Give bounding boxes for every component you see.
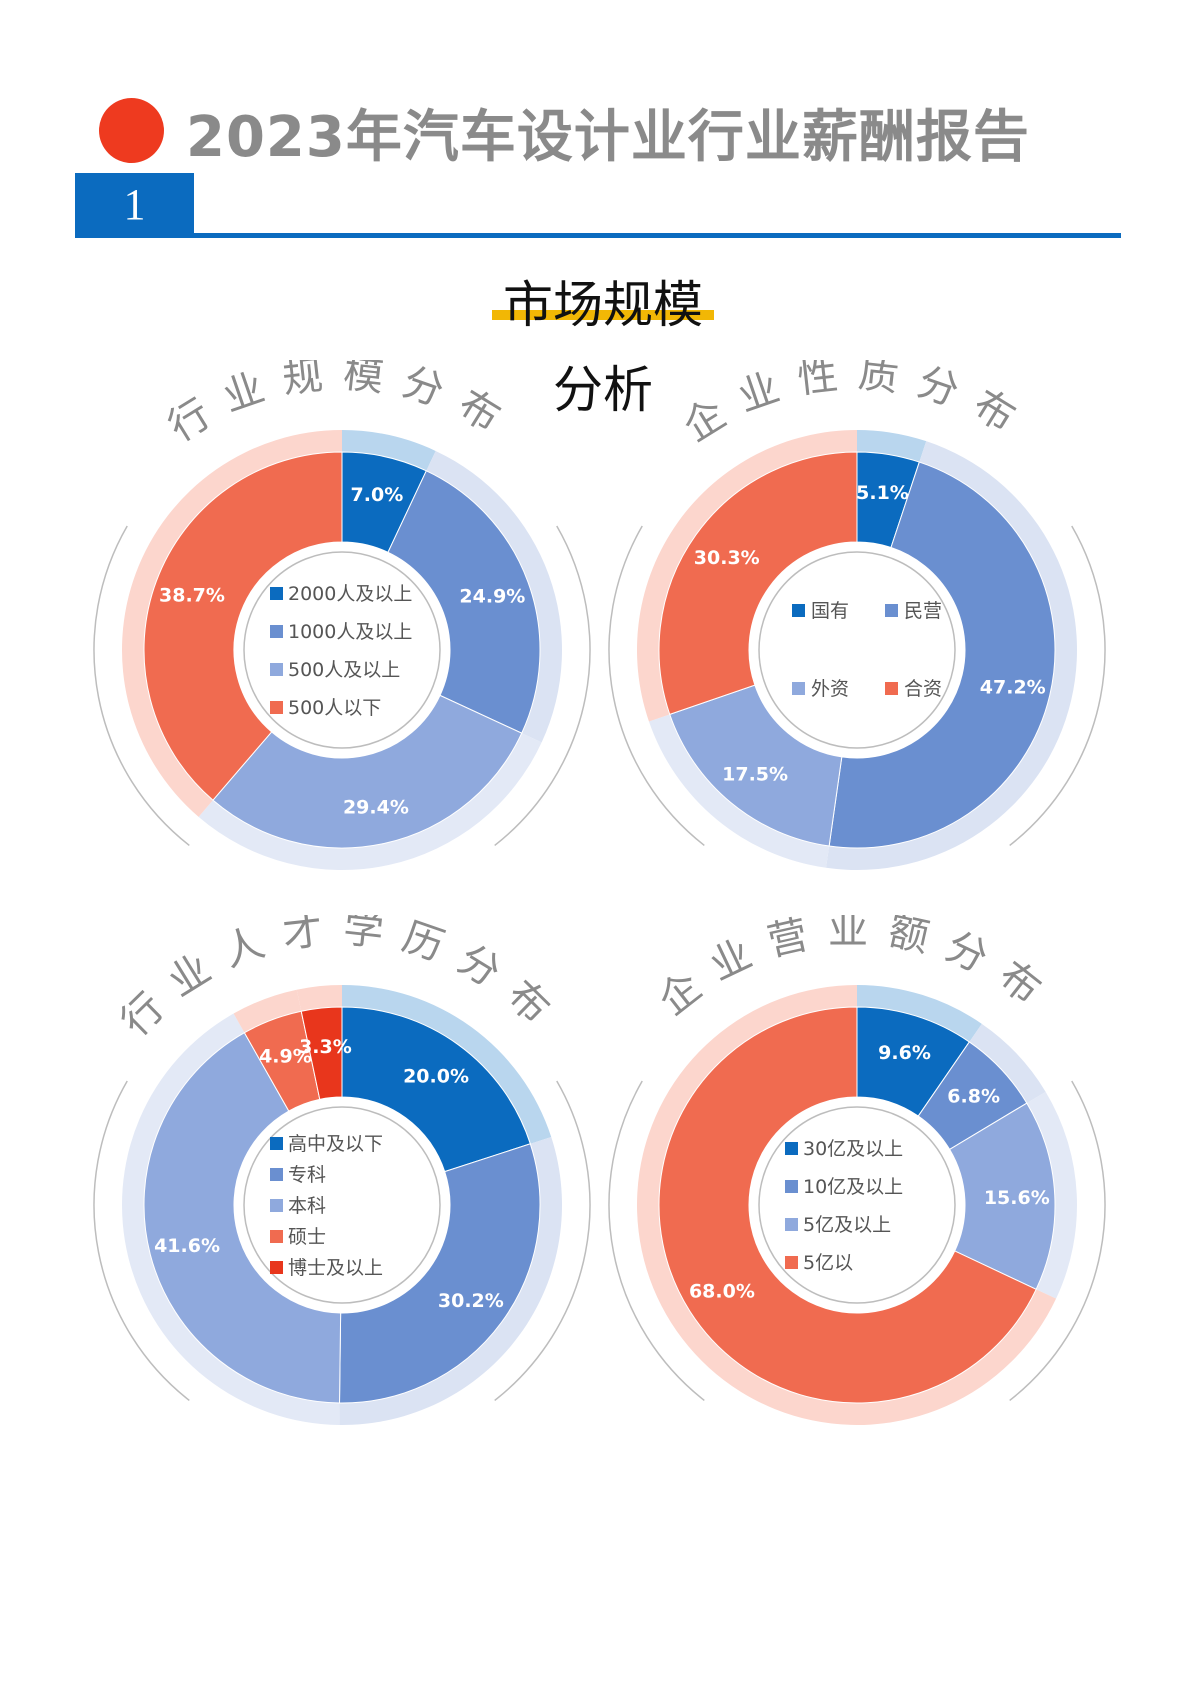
legend-swatch: [270, 663, 283, 676]
legend-swatch: [785, 1142, 798, 1155]
chart-svg: 企业营业额分布9.6%6.8%15.6%68.0%30亿及以上10亿及以上5亿及…: [608, 915, 1106, 1425]
donut-chart-industry-scale: 行业规模分布 7.0% 24.9% 29.4% 38.7% 2000人及以上 1000人及以…: [62, 360, 622, 920]
decorative-arc-left: [93, 525, 190, 847]
legend-swatch: [885, 682, 898, 695]
outer-ring-segment: [342, 985, 552, 1145]
legend-label: 2000人及以上: [288, 583, 412, 605]
legend-label: 外资: [811, 678, 849, 700]
legend-label: 500人及以上: [288, 659, 400, 681]
outer-ring-segment: [968, 1023, 1046, 1105]
data-label: 30.3%: [694, 547, 760, 569]
donut-hole: [749, 542, 965, 758]
decorative-arc-right: [1009, 525, 1106, 847]
outer-ring-segment: [425, 450, 562, 743]
section-number: 1: [123, 180, 146, 229]
legend-label: 专科: [288, 1164, 326, 1186]
data-label: 20.0%: [403, 1066, 469, 1088]
data-label: 15.6%: [984, 1187, 1050, 1209]
legend-label: 硕士: [288, 1226, 326, 1248]
data-label: 47.2%: [980, 677, 1046, 699]
header-red-dot: [99, 98, 164, 163]
outer-ring-segment: [648, 713, 830, 868]
outer-ring-segment: [233, 989, 302, 1035]
decorative-arc-left: [608, 1080, 705, 1402]
outer-ring-segment: [637, 430, 857, 722]
outer-ring-segment: [857, 430, 927, 464]
donut-hole: [234, 542, 450, 758]
legend-label: 1000人及以上: [288, 621, 412, 643]
legend-swatch: [785, 1256, 798, 1269]
decorative-arc-right: [494, 1080, 591, 1402]
data-label: 30.2%: [438, 1290, 504, 1312]
chart-svg: 行业人才学历分布20.0%30.2%41.6%4.9%3.3%高中及以下专科本科…: [93, 915, 591, 1425]
legend-swatch: [270, 701, 283, 714]
legend-swatch: [785, 1180, 798, 1193]
legend-swatch: [792, 682, 805, 695]
legend-swatch: [270, 1137, 283, 1150]
section-divider-line: [75, 233, 1121, 238]
inner-ring-line: [758, 1106, 956, 1304]
data-label: 3.3%: [299, 1036, 352, 1058]
legend-label: 5亿及以上: [803, 1214, 891, 1236]
data-label: 9.6%: [878, 1042, 931, 1064]
legend-label: 合资: [904, 678, 942, 700]
inner-ring-line: [758, 551, 956, 749]
data-label: 29.4%: [343, 796, 409, 818]
outer-ring-segment: [342, 430, 436, 473]
legend-label: 民营: [904, 600, 942, 622]
legend-label: 30亿及以上: [803, 1138, 903, 1160]
legend-swatch: [792, 604, 805, 617]
outer-ring-segment: [339, 1137, 562, 1425]
section-number-box: 1: [75, 173, 194, 238]
legend-swatch: [270, 1261, 283, 1274]
data-label: 6.8%: [947, 1085, 1000, 1107]
data-label: 68.0%: [689, 1281, 755, 1303]
legend-swatch: [270, 1199, 283, 1212]
legend-label: 10亿及以上: [803, 1176, 903, 1198]
decorative-arc-right: [494, 525, 591, 847]
data-label: 24.9%: [459, 585, 525, 607]
legend-swatch: [270, 1230, 283, 1243]
legend-swatch: [270, 587, 283, 600]
data-label: 41.6%: [154, 1235, 220, 1257]
legend-swatch: [270, 1168, 283, 1181]
data-label: 38.7%: [159, 584, 225, 606]
legend-swatch: [885, 604, 898, 617]
legend-label: 本科: [288, 1195, 326, 1217]
data-label: 7.0%: [351, 484, 404, 506]
inner-ring-line: [243, 551, 441, 749]
data-label: 5.1%: [856, 482, 909, 504]
legend-label: 国有: [811, 600, 849, 622]
donut-chart-enterprise-type: 企业性质分布 5.1% 47.2% 17.5% 30.3% 国有 民营 外资 合资: [577, 360, 1137, 920]
legend-swatch: [785, 1218, 798, 1231]
donut-hole: [749, 1097, 965, 1313]
section-subtitle: 市场规模: [503, 276, 703, 334]
decorative-arc-left: [93, 1080, 190, 1402]
legend-label: 5亿以: [803, 1252, 853, 1274]
donut-chart-education: 行业人才学历分布 20.0% 30.2% 41.6% 4.9% 3.3% 高中及以下 专科 本科…: [62, 915, 622, 1475]
outer-ring-segment: [296, 985, 342, 1014]
donut-chart-revenue: 企业营业额分布 9.6% 6.8% 15.6% 68.0% 30亿及以上 10亿及以上 5亿及…: [577, 915, 1137, 1475]
inner-ring-line: [243, 1106, 441, 1304]
outer-ring-segment: [857, 985, 982, 1044]
outer-ring-segment: [198, 732, 542, 870]
data-label: 17.5%: [722, 763, 788, 785]
legend-label: 博士及以上: [288, 1257, 383, 1279]
outer-ring-segment: [121, 430, 342, 817]
legend-label: 500人以下: [288, 697, 381, 719]
data-label: 4.9%: [259, 1045, 312, 1067]
section-subtitle-line2: 分析: [553, 361, 653, 419]
outer-ring-segment: [122, 1013, 340, 1425]
page-title: 2023年汽车设计业行业薪酬报告: [186, 105, 1030, 170]
subtitle-underline: [492, 310, 714, 320]
outer-ring-segment: [1025, 1091, 1077, 1299]
decorative-arc-right: [1009, 1080, 1106, 1402]
legend-label: 高中及以下: [288, 1133, 383, 1155]
donut-hole: [234, 1097, 450, 1313]
legend-swatch: [270, 625, 283, 638]
decorative-arc-left: [608, 525, 705, 847]
